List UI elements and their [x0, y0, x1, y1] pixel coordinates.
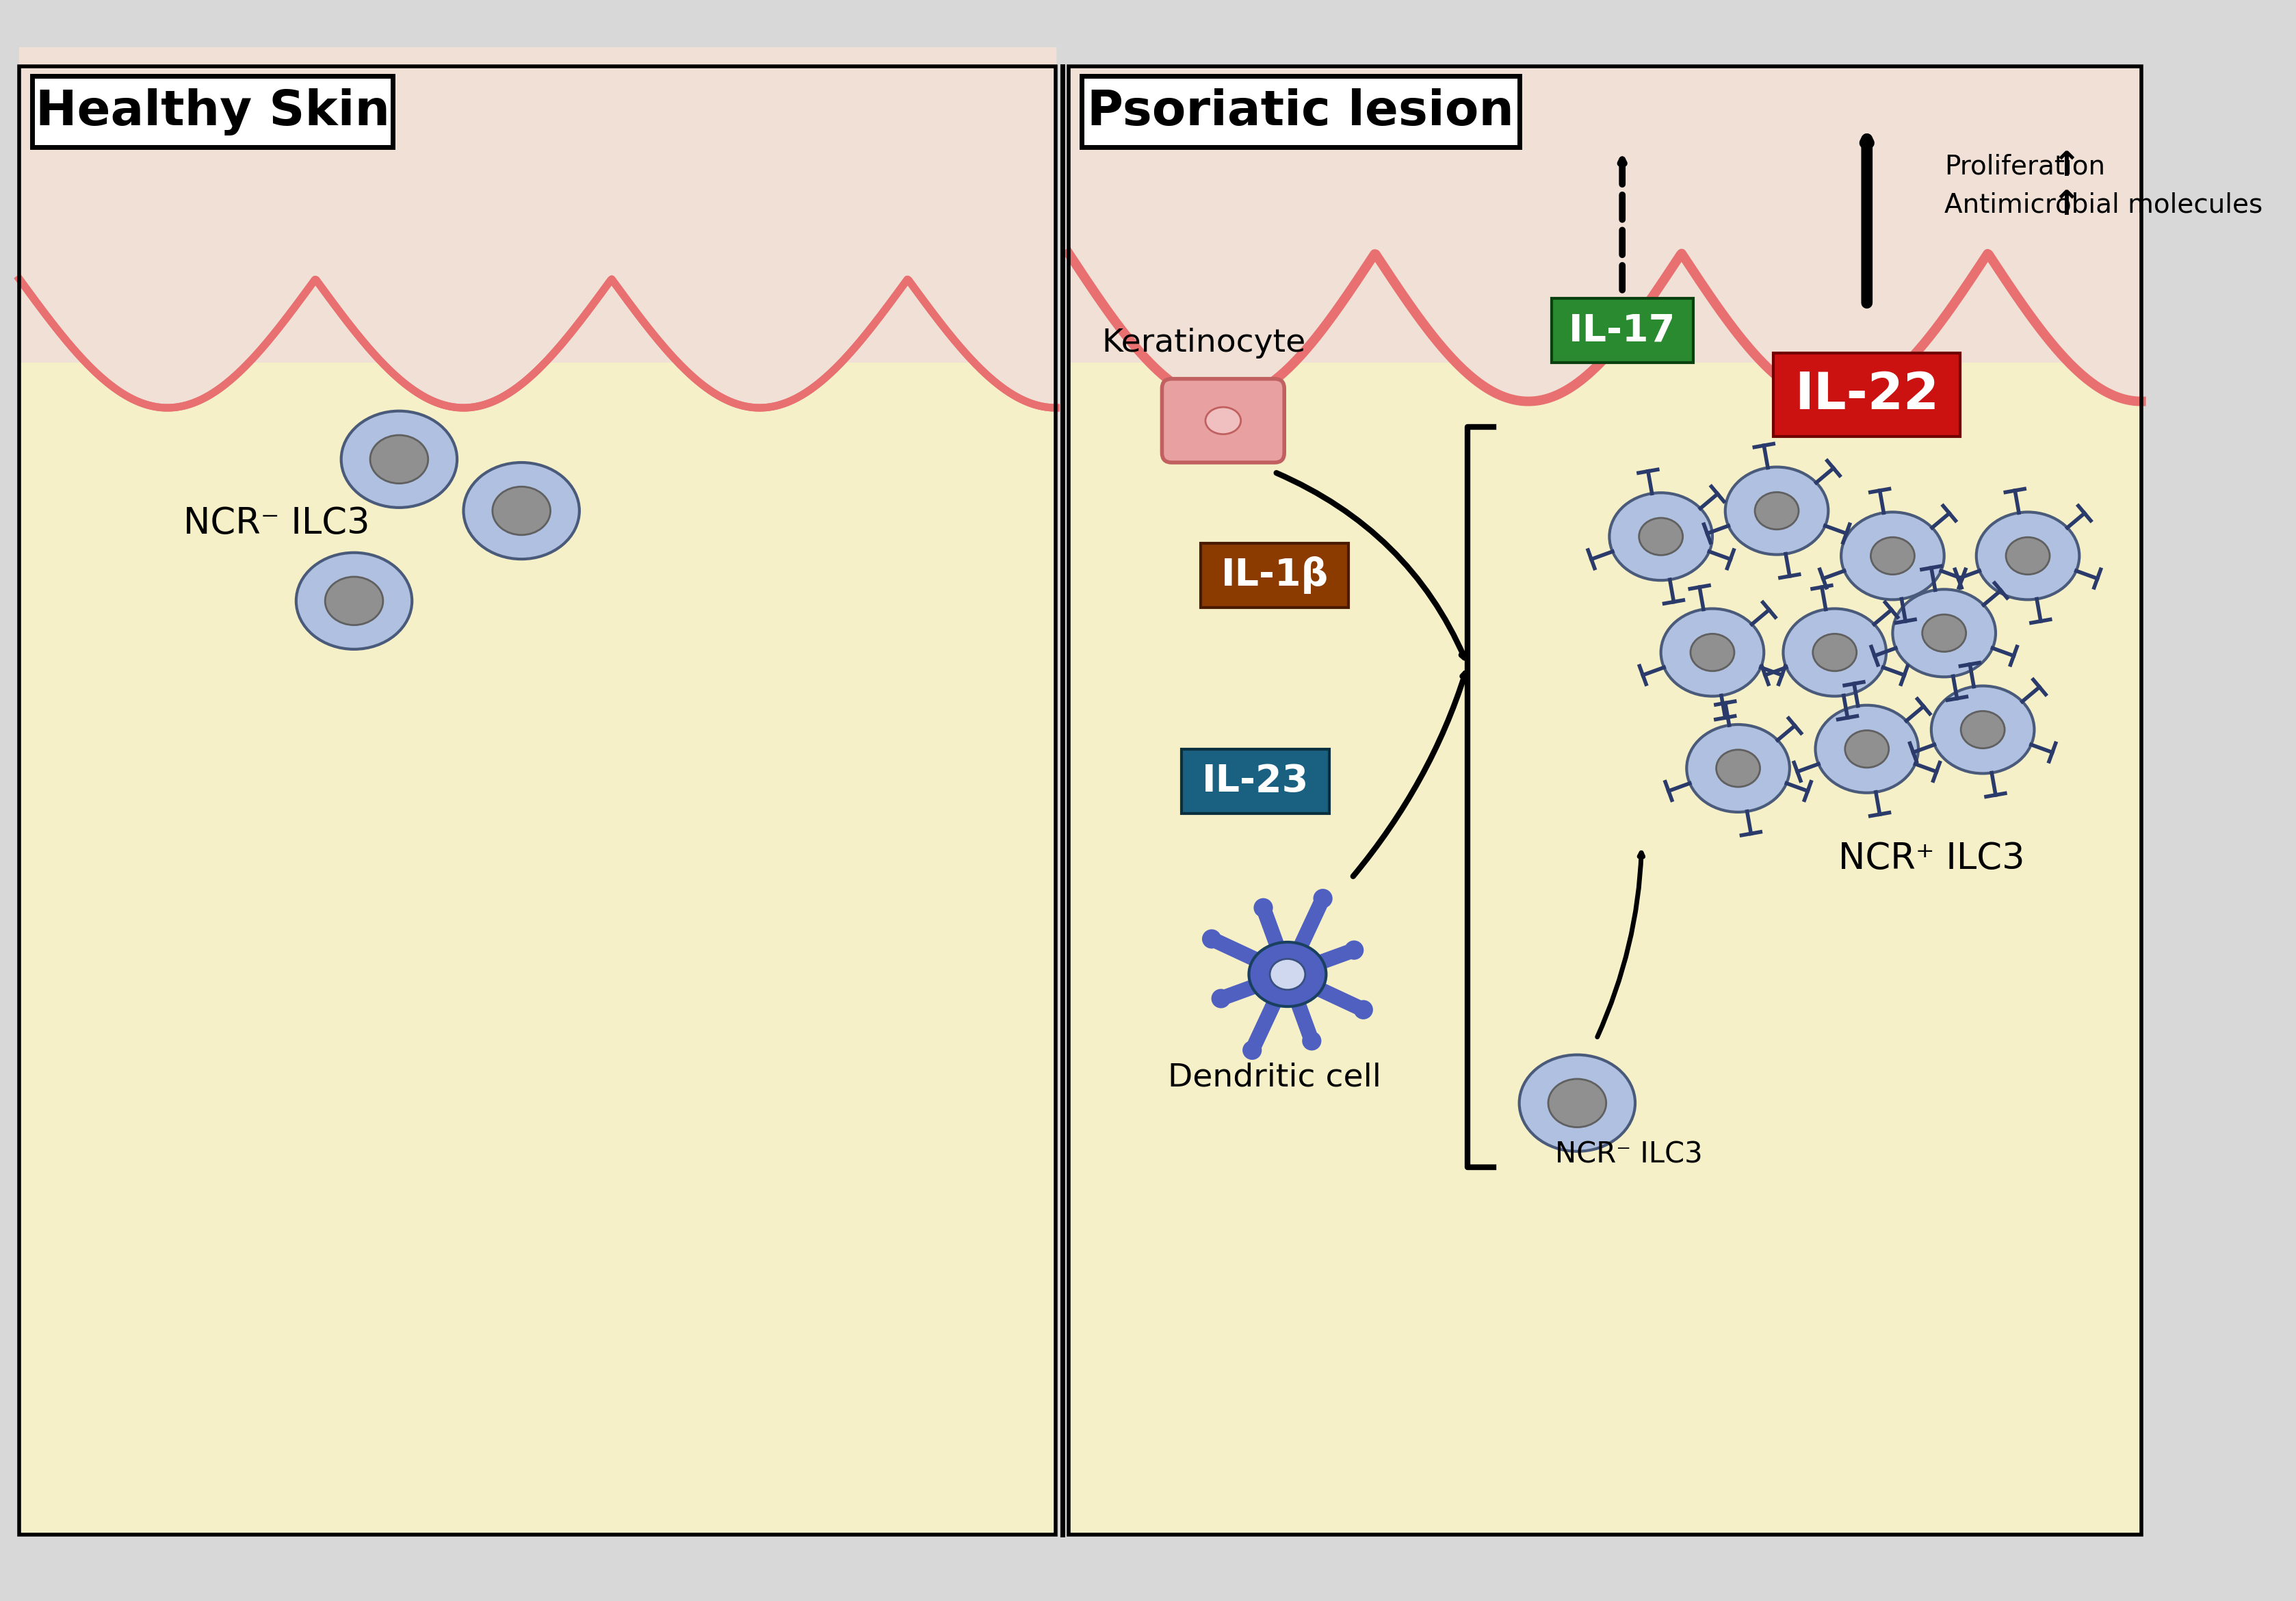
- Ellipse shape: [1345, 940, 1364, 959]
- Ellipse shape: [1639, 519, 1683, 556]
- Ellipse shape: [1871, 538, 1915, 575]
- FancyBboxPatch shape: [1068, 363, 2142, 1534]
- Ellipse shape: [1302, 1031, 1322, 1050]
- Ellipse shape: [1690, 634, 1733, 671]
- Text: IL-1β: IL-1β: [1221, 557, 1329, 594]
- FancyBboxPatch shape: [1068, 67, 2142, 363]
- Ellipse shape: [1841, 512, 1945, 600]
- Ellipse shape: [1961, 711, 2004, 748]
- Ellipse shape: [326, 576, 383, 624]
- Ellipse shape: [1242, 1041, 1263, 1060]
- Ellipse shape: [296, 552, 411, 650]
- Ellipse shape: [1212, 989, 1231, 1009]
- Ellipse shape: [1977, 512, 2080, 600]
- Ellipse shape: [1754, 492, 1798, 530]
- Ellipse shape: [1270, 959, 1304, 989]
- FancyBboxPatch shape: [1773, 354, 1961, 437]
- Ellipse shape: [464, 463, 579, 559]
- Text: ↑: ↑: [2053, 150, 2080, 183]
- Ellipse shape: [1846, 730, 1890, 767]
- FancyBboxPatch shape: [1552, 298, 1692, 363]
- Text: Proliferation: Proliferation: [1945, 154, 2105, 179]
- Ellipse shape: [1203, 929, 1221, 949]
- FancyBboxPatch shape: [32, 77, 393, 147]
- Ellipse shape: [1724, 467, 1828, 554]
- Text: Dendritic cell: Dendritic cell: [1169, 1061, 1382, 1093]
- Ellipse shape: [1931, 685, 2034, 773]
- FancyBboxPatch shape: [18, 363, 1056, 1534]
- Ellipse shape: [1892, 589, 1995, 677]
- Ellipse shape: [1205, 407, 1240, 434]
- Ellipse shape: [491, 487, 551, 535]
- Ellipse shape: [1922, 615, 1965, 652]
- Text: Psoriatic lesion: Psoriatic lesion: [1086, 88, 1513, 134]
- Ellipse shape: [1520, 1055, 1635, 1151]
- Ellipse shape: [1816, 704, 1919, 792]
- Ellipse shape: [1814, 634, 1857, 671]
- Text: ↑: ↑: [2053, 189, 2080, 221]
- FancyBboxPatch shape: [1180, 749, 1329, 813]
- FancyBboxPatch shape: [18, 67, 1056, 363]
- Text: Antimicrobial molecules: Antimicrobial molecules: [1945, 192, 2262, 218]
- Ellipse shape: [1609, 493, 1713, 580]
- Text: IL-23: IL-23: [1201, 762, 1309, 799]
- Ellipse shape: [1660, 608, 1763, 696]
- Ellipse shape: [342, 411, 457, 508]
- FancyBboxPatch shape: [1201, 543, 1348, 607]
- FancyBboxPatch shape: [1081, 77, 1520, 147]
- Ellipse shape: [1355, 1001, 1373, 1020]
- Text: IL-17: IL-17: [1568, 312, 1676, 349]
- Ellipse shape: [1715, 749, 1761, 788]
- Text: Healthy Skin: Healthy Skin: [34, 88, 390, 134]
- Text: IL-22: IL-22: [1795, 370, 1940, 419]
- Text: Keratinocyte: Keratinocyte: [1102, 328, 1306, 359]
- Ellipse shape: [1784, 608, 1887, 696]
- Ellipse shape: [1249, 941, 1327, 1007]
- FancyBboxPatch shape: [1162, 379, 1283, 463]
- Ellipse shape: [1688, 725, 1789, 812]
- Ellipse shape: [1548, 1079, 1607, 1127]
- Ellipse shape: [1254, 898, 1272, 917]
- Ellipse shape: [1313, 889, 1332, 908]
- Text: NCR⁺ ILC3: NCR⁺ ILC3: [1839, 841, 2025, 876]
- Ellipse shape: [370, 435, 427, 484]
- Ellipse shape: [2007, 538, 2050, 575]
- Text: NCR⁻ ILC3: NCR⁻ ILC3: [1554, 1140, 1704, 1169]
- Text: NCR⁻ ILC3: NCR⁻ ILC3: [184, 506, 370, 541]
